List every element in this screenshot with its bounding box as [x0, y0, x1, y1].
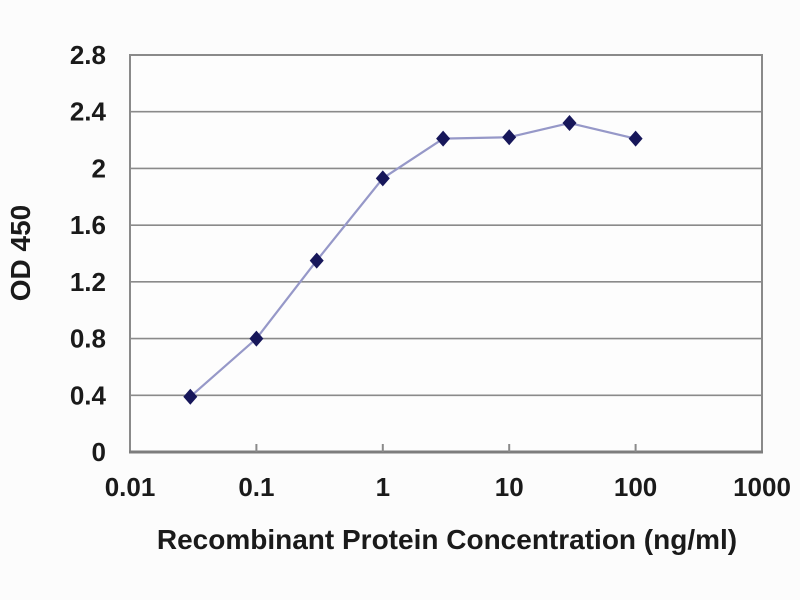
x-tick-label: 0.1 — [238, 472, 274, 502]
chart-layers: 0.01 0.1 1 10 100 1000 0 0.4 0.8 1.2 1.6 2 2.4 2.8 — [70, 40, 791, 502]
y-tick-label: 1.6 — [70, 210, 106, 240]
data-point-marker — [562, 115, 577, 132]
x-tick-label: 1000 — [733, 472, 791, 502]
series-line — [189, 121, 636, 398]
data-point-marker — [628, 130, 643, 147]
y-tick-label: 0 — [92, 437, 106, 467]
x-tick-label: 100 — [614, 472, 657, 502]
data-point-marker — [309, 252, 324, 269]
y-tick-label: 2 — [92, 153, 106, 183]
y-tick-label: 2.4 — [70, 97, 107, 127]
data-point-marker — [249, 330, 264, 347]
x-axis-title: Recombinant Protein Concentration (ng/ml… — [157, 524, 737, 555]
x-tick-label: 10 — [495, 472, 524, 502]
x-tick-label: 1 — [376, 472, 390, 502]
data-point-marker — [436, 130, 451, 147]
data-point-marker — [502, 129, 517, 146]
y-tick-label: 0.8 — [70, 324, 106, 354]
y-tick-label: 1.2 — [70, 267, 106, 297]
x-tick-label: 0.01 — [105, 472, 156, 502]
data-point-marker — [375, 170, 390, 187]
data-point-marker — [183, 388, 198, 405]
y-tick-label: 0.4 — [70, 380, 107, 410]
y-tick-label: 2.8 — [70, 40, 106, 70]
y-axis-title: OD 450 — [5, 205, 36, 302]
plot-area — [130, 55, 762, 452]
